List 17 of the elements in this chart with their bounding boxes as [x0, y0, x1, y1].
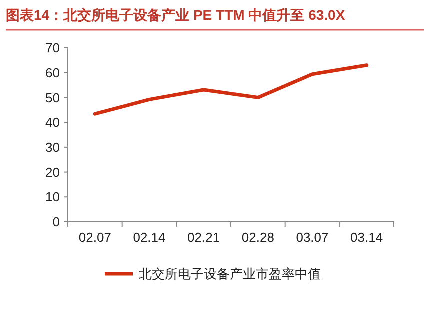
y-tick-label: 40: [46, 115, 60, 130]
y-tick-label: 10: [46, 190, 60, 205]
y-tick-label: 60: [46, 65, 60, 80]
x-tick-label: 03.07: [296, 230, 329, 245]
legend-label: 北交所电子设备产业市盈率中值: [139, 266, 321, 282]
x-tick-label: 02.21: [188, 230, 220, 245]
y-tick-label: 70: [46, 40, 60, 56]
x-tick-label: 03.14: [350, 230, 384, 245]
y-tick-label: 20: [46, 164, 60, 180]
y-tick-label: 30: [46, 140, 60, 155]
x-tick-label: 02.14: [133, 230, 166, 245]
x-tick-label: 02.07: [78, 230, 112, 245]
x-tick-label: 02.28: [242, 230, 274, 245]
line-series: [93, 64, 369, 116]
y-tick-label: 50: [46, 90, 60, 106]
y-tick-label: 0: [52, 214, 60, 230]
chart-title: 图表14：北交所电子设备产业 PE TTM 中值升至 63.0X: [6, 7, 346, 23]
